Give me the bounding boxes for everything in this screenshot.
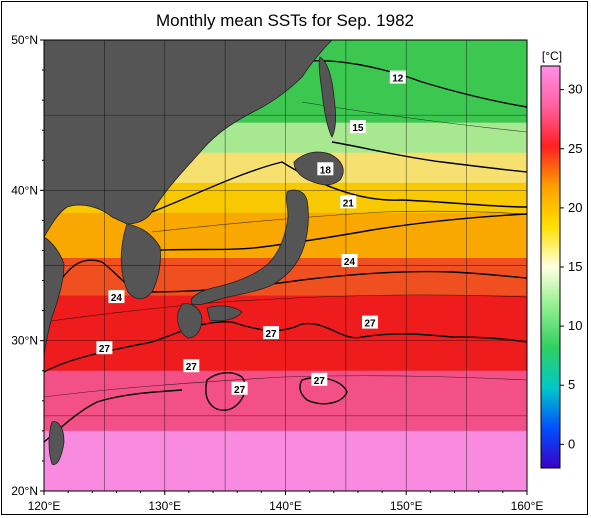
colorbar-tick-label: 20 bbox=[568, 200, 582, 215]
contour-label: 27 bbox=[362, 315, 379, 330]
y-axis: 20°N 30°N 40°N 50°N bbox=[11, 33, 44, 498]
x-tick-label: 150°E bbox=[390, 499, 423, 513]
contour-label: 21 bbox=[340, 195, 357, 209]
contour-label: 27 bbox=[263, 326, 280, 340]
contour-label-bg bbox=[263, 326, 280, 340]
contour-line bbox=[205, 372, 246, 411]
contour-line bbox=[131, 213, 527, 253]
contour-label-bg bbox=[96, 341, 113, 355]
contour-label: 27 bbox=[183, 359, 200, 373]
contour-line bbox=[151, 161, 527, 213]
honshu bbox=[190, 189, 309, 305]
contour-label: 24 bbox=[341, 253, 358, 268]
contour-label-bg bbox=[108, 290, 125, 304]
shikoku bbox=[206, 305, 243, 322]
contour-label-text: 24 bbox=[111, 293, 123, 304]
asia-mainland bbox=[44, 40, 333, 238]
contour-label: 24 bbox=[108, 290, 125, 304]
colorbar-tick-label: 5 bbox=[568, 377, 575, 392]
colorbar-tick-label: 10 bbox=[568, 318, 582, 333]
contour-label: 27 bbox=[231, 381, 248, 396]
china-coast bbox=[44, 236, 65, 358]
contour-label: 27 bbox=[311, 372, 328, 387]
contour-label-text: 27 bbox=[99, 344, 111, 355]
contour-label-text: 27 bbox=[364, 319, 376, 330]
contour-labels: 12 15 18 21 24 24 27 27 27 27 27 27 bbox=[96, 70, 406, 396]
colorbar-scale bbox=[540, 65, 561, 469]
colorbar-tick-label: 0 bbox=[568, 436, 575, 451]
contour-label-bg bbox=[341, 253, 358, 267]
contour-label-text: 27 bbox=[314, 376, 326, 387]
contour-label-bg bbox=[317, 162, 334, 176]
contour-label-bg bbox=[389, 70, 406, 84]
contour-label-bg bbox=[362, 315, 379, 329]
colorbar: [°C] 0 5 10 15 20 25 30 bbox=[540, 49, 582, 469]
contour-label-text: 27 bbox=[186, 362, 198, 373]
y-tick-label: 20°N bbox=[11, 484, 38, 498]
contour-label: 12 bbox=[389, 70, 406, 85]
colorbar-unit: [°C] bbox=[542, 49, 562, 63]
kyushu bbox=[177, 303, 203, 339]
y-tick-label: 30°N bbox=[11, 334, 38, 348]
taiwan bbox=[48, 421, 65, 465]
contour-label-bg bbox=[340, 195, 357, 209]
chart-title: Monthly mean SSTs for Sep. 1982 bbox=[156, 11, 414, 30]
contour-label-bg bbox=[311, 372, 328, 386]
contour-line bbox=[331, 141, 527, 173]
x-tick-label: 160°E bbox=[511, 499, 544, 513]
contour-line bbox=[151, 210, 527, 233]
y-tick-label: 40°N bbox=[11, 183, 38, 197]
contour-label-text: 21 bbox=[343, 198, 355, 209]
contour-line bbox=[44, 375, 527, 398]
contour-label-text: 24 bbox=[344, 257, 356, 268]
colorbar-ticks: 0 5 10 15 20 25 30 bbox=[560, 82, 582, 451]
contour-lines bbox=[44, 60, 527, 443]
sakhalin bbox=[318, 56, 337, 138]
contour-line bbox=[299, 376, 348, 405]
contour-label-bg bbox=[349, 120, 366, 134]
x-axis: 120°E 130°E 140°E 150°E 160°E bbox=[28, 491, 544, 513]
contour-label-text: 27 bbox=[265, 329, 277, 340]
x-tick-label: 130°E bbox=[148, 499, 181, 513]
contour-label: 15 bbox=[349, 120, 366, 134]
colorbar-tick-label: 25 bbox=[568, 141, 582, 156]
contour-label-text: 12 bbox=[392, 74, 404, 85]
contour-label-text: 18 bbox=[320, 165, 332, 176]
contour-line bbox=[301, 60, 527, 108]
contour-line bbox=[44, 294, 527, 323]
contour-label: 18 bbox=[317, 162, 334, 176]
land bbox=[44, 40, 344, 465]
colorbar-tick-label: 30 bbox=[568, 82, 582, 97]
contour-line bbox=[44, 321, 527, 373]
korean-peninsula bbox=[120, 223, 161, 300]
contour-label-bg bbox=[231, 381, 248, 395]
contour-label: 27 bbox=[96, 341, 113, 355]
x-tick-label: 140°E bbox=[269, 499, 302, 513]
contour-label-text: 27 bbox=[234, 385, 246, 396]
y-tick-label: 50°N bbox=[11, 33, 38, 47]
grid-lines bbox=[44, 40, 527, 491]
contour-label-text: 15 bbox=[352, 123, 364, 134]
colorbar-tick-label: 15 bbox=[568, 259, 582, 274]
x-tick-label: 120°E bbox=[28, 499, 61, 513]
contour-label-bg bbox=[183, 359, 200, 373]
